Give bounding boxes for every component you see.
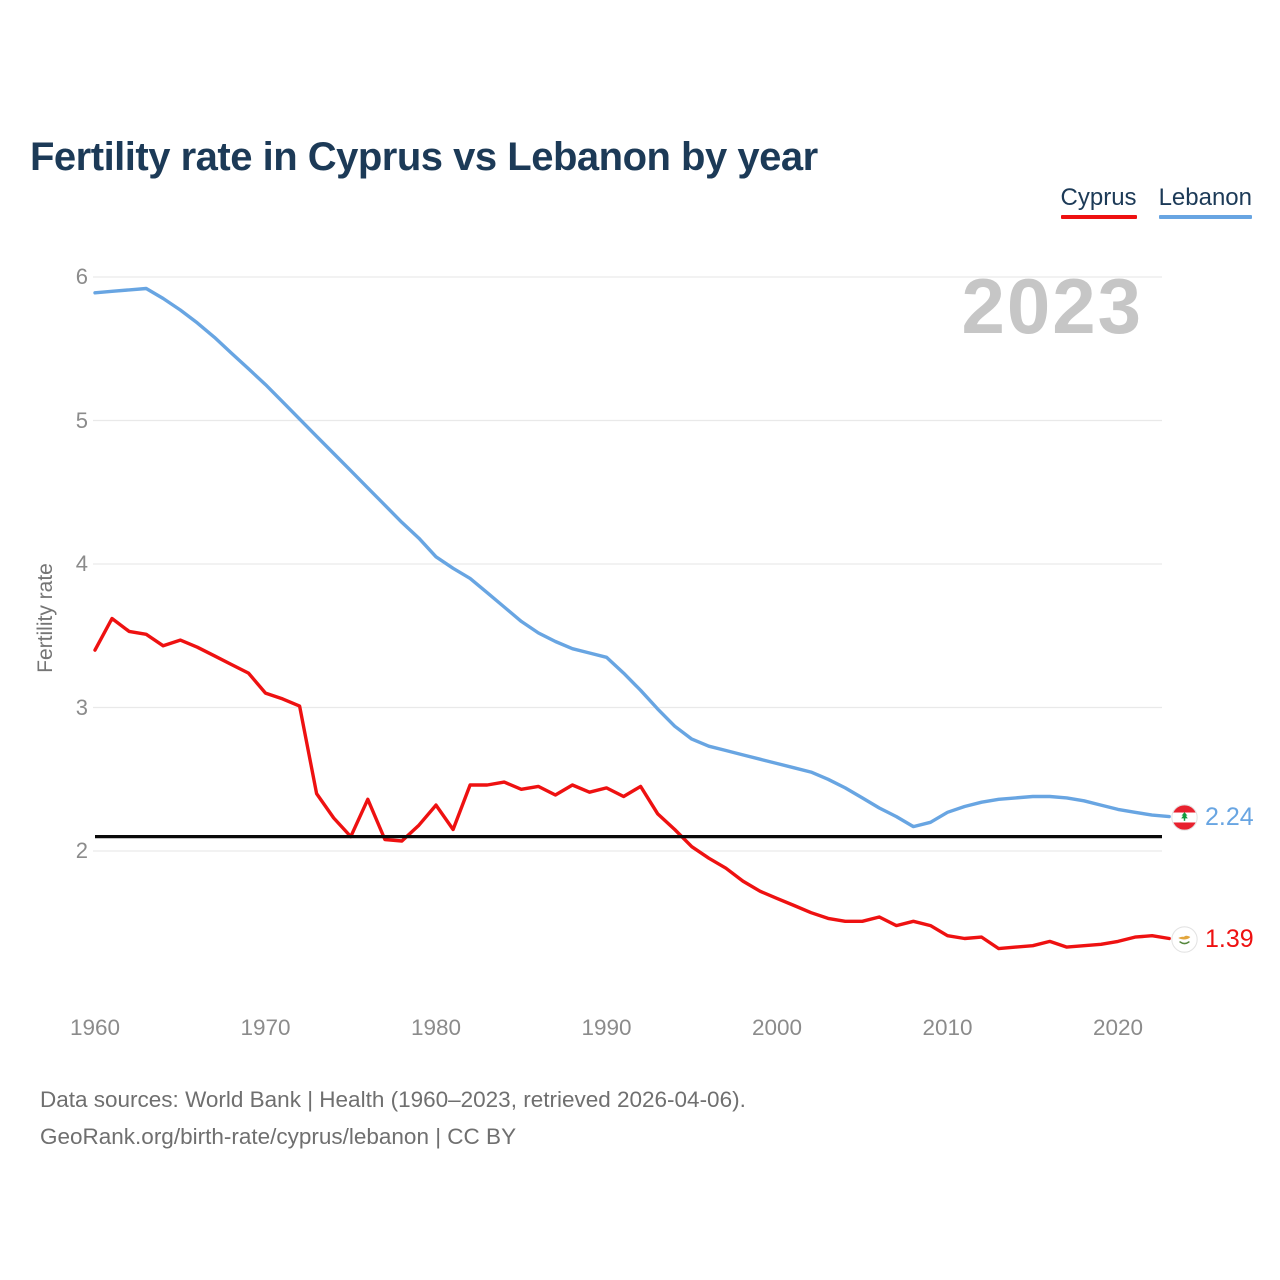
x-tick-1960: 1960 <box>69 1015 121 1040</box>
legend-underline-cyprus <box>1060 215 1137 219</box>
x-tick-2010: 2010 <box>922 1015 973 1040</box>
lebanon-end-value: 2.24 <box>1205 803 1254 831</box>
footer-sources-line: Data sources: World Bank | Health (1960–… <box>40 1087 746 1112</box>
y-tick-5: 5 <box>75 407 88 433</box>
legend-item-cyprus[interactable]: Cyprus <box>1060 184 1137 219</box>
y-tick-4: 4 <box>75 551 88 576</box>
footer-attribution-line: GeoRank.org/birth-rate/cyprus/lebanon | … <box>40 1124 517 1149</box>
x-tick-1980: 1980 <box>410 1015 462 1040</box>
cyprus-end-value: 1.39 <box>1205 925 1254 953</box>
cyprus-flag-icon <box>1171 926 1198 953</box>
lebanon-line <box>93 286 1171 829</box>
y-tick-2: 2 <box>75 838 88 863</box>
y-tick-6: 6 <box>75 264 88 289</box>
x-tick-1970: 1970 <box>240 1015 291 1040</box>
cyprus-end-label: 1.39 <box>1171 925 1254 954</box>
x-tick-2020: 2020 <box>1092 1015 1144 1040</box>
legend-label-lebanon: Lebanon <box>1158 184 1252 211</box>
legend-item-lebanon[interactable]: Lebanon <box>1158 184 1252 219</box>
page-title: Fertility rate in Cyprus vs Lebanon by y… <box>30 134 818 179</box>
cyprus-line <box>93 616 1171 951</box>
lebanon-end-label: 2.24 <box>1171 803 1254 832</box>
x-tick-2000: 2000 <box>751 1015 803 1040</box>
lebanon-flag-icon <box>1171 804 1198 831</box>
legend-underline-lebanon <box>1158 215 1252 219</box>
footer: Data sources: World Bank | Health (1960–… <box>40 1081 746 1155</box>
x-tick-1990: 1990 <box>581 1015 632 1040</box>
legend-label-cyprus: Cyprus <box>1060 184 1137 211</box>
legend: Cyprus Lebanon <box>1060 184 1252 219</box>
y-tick-3: 3 <box>75 694 88 720</box>
